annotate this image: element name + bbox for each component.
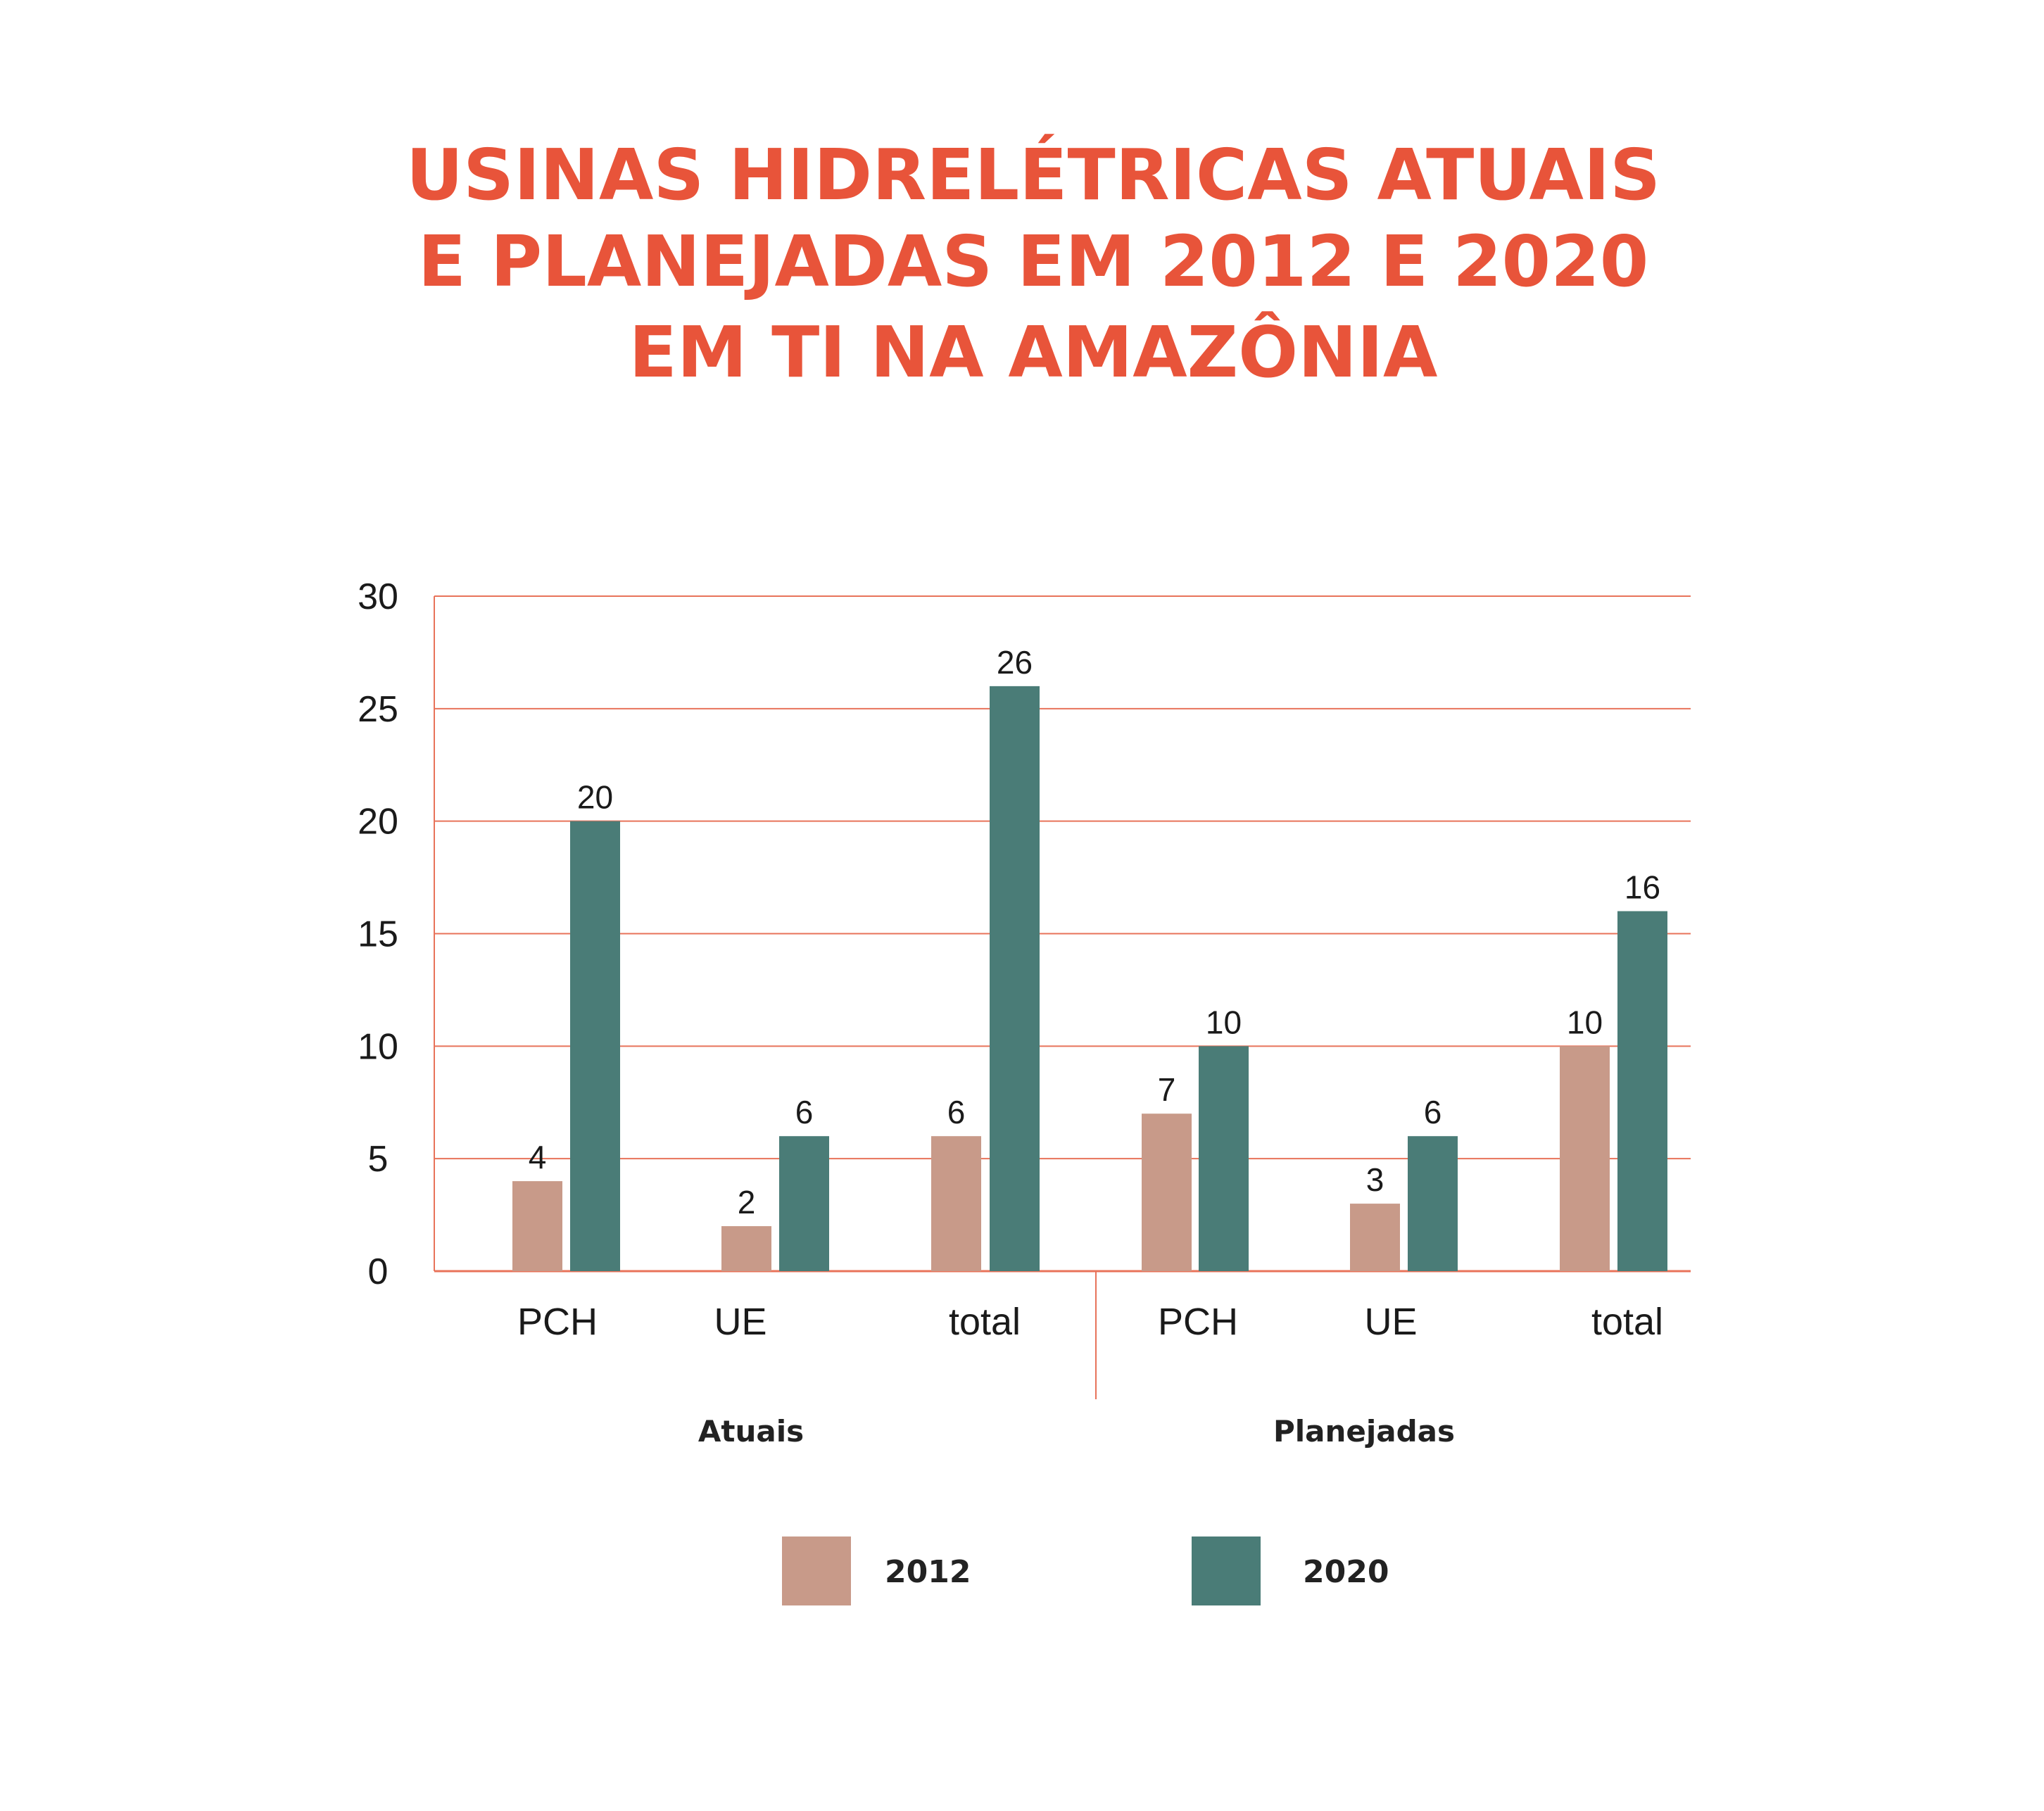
group-labels: Atuais Planejadas	[698, 1414, 1455, 1449]
bar-2020-2	[990, 686, 1040, 1271]
y-tick-label: 10	[358, 1026, 398, 1067]
x-category-label: PCH	[1158, 1301, 1238, 1343]
y-tick-label: 15	[358, 914, 398, 955]
data-label: 20	[577, 779, 613, 816]
bar-2012-1	[721, 1226, 771, 1271]
y-tick-label: 5	[368, 1139, 389, 1180]
bar-2020-4	[1408, 1136, 1458, 1271]
x-category-label: total	[1591, 1301, 1663, 1343]
x-category-label: PCH	[517, 1301, 598, 1343]
legend-label: 2020	[1303, 1554, 1389, 1590]
bar-2012-5	[1560, 1046, 1610, 1271]
data-label: 3	[1366, 1161, 1384, 1198]
bar-2020-0	[570, 821, 620, 1271]
x-category-label: UE	[714, 1301, 766, 1343]
title-line: USINAS HIDRELÉTRICAS ATUAIS	[406, 134, 1660, 216]
data-label: 10	[1567, 1004, 1603, 1040]
group-label: Planejadas	[1273, 1414, 1455, 1449]
bar-2012-0	[512, 1181, 562, 1271]
data-label: 16	[1625, 869, 1660, 906]
x-category-label: UE	[1364, 1301, 1417, 1343]
data-label: 6	[947, 1094, 966, 1130]
y-axis-ticks: 0 5 10 15 20 25 30	[358, 576, 398, 1292]
legend: 2012 2020	[782, 1536, 1389, 1605]
y-tick-label: 30	[358, 576, 398, 617]
data-label: 2	[738, 1184, 756, 1220]
title-line: E PLANEJADAS EM 2012 E 2020	[418, 220, 1649, 303]
y-tick-label: 20	[358, 802, 398, 843]
data-label: 26	[997, 644, 1033, 681]
bar-2012-4	[1350, 1204, 1400, 1271]
data-label: 6	[795, 1094, 814, 1130]
data-label: 6	[1424, 1094, 1442, 1130]
data-label: 10	[1206, 1004, 1242, 1040]
title-line: EM TI NA AMAZÔNIA	[629, 311, 1438, 393]
data-label: 7	[1158, 1071, 1176, 1108]
bar-2012-2	[931, 1136, 981, 1271]
y-tick-label: 0	[368, 1251, 389, 1292]
x-category-label: total	[949, 1301, 1021, 1343]
y-tick-label: 25	[358, 689, 398, 730]
bar-2020-1	[779, 1136, 829, 1271]
bars	[512, 686, 1667, 1271]
legend-label: 2012	[885, 1554, 971, 1590]
legend-swatch-2012	[782, 1536, 851, 1605]
gridlines	[434, 595, 1691, 1399]
legend-swatch-2020	[1192, 1536, 1261, 1605]
bar-2020-5	[1617, 911, 1667, 1271]
bar-2012-3	[1142, 1113, 1192, 1271]
group-label: Atuais	[698, 1414, 804, 1449]
data-label: 4	[529, 1139, 547, 1175]
x-axis-categories: PCH UE total PCH UE total	[517, 1301, 1663, 1343]
bar-2020-3	[1199, 1046, 1249, 1271]
